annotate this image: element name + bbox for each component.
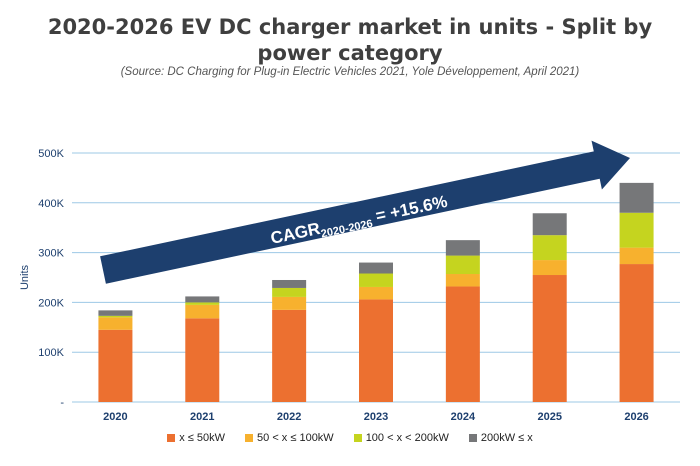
chart-source: (Source: DC Charging for Plug-in Electri… — [120, 66, 580, 78]
legend-swatch — [167, 434, 176, 442]
x-tick-label: 2025 — [537, 411, 561, 423]
bar-segment — [619, 182, 654, 213]
chart-title: 2020-2026 EV DC charger market in units … — [0, 14, 700, 66]
bar-segment — [532, 275, 567, 402]
legend-item: 100 < x < 200kW — [353, 432, 449, 444]
bar-segment — [185, 302, 220, 305]
bar-segment — [272, 279, 307, 288]
bar-segment — [532, 235, 567, 261]
legend-item: x ≤ 50kW — [167, 432, 225, 444]
y-axis-label: Units — [19, 264, 31, 290]
bar-segment — [532, 213, 567, 236]
y-tick-label: - — [60, 397, 64, 409]
bar-segment — [445, 274, 480, 287]
bar-segment — [185, 304, 220, 319]
bar-segment — [272, 309, 307, 402]
legend-swatch — [245, 434, 254, 442]
legend-swatch — [468, 434, 477, 442]
x-tick-label: 2026 — [624, 411, 648, 423]
bar-segment — [272, 287, 307, 297]
bar-segment — [445, 286, 480, 402]
legend-label: 100 < x < 200kW — [365, 432, 449, 444]
bar-segment — [359, 286, 393, 300]
legend-label: 50 < x ≤ 100kW — [257, 432, 334, 444]
y-tick-label: 400K — [38, 198, 64, 210]
y-tick-label: 200K — [38, 297, 64, 309]
bar-segment — [532, 260, 567, 276]
bar-segment — [185, 296, 220, 303]
bar-segment — [619, 212, 654, 248]
legend-label: 200kW ≤ x — [480, 432, 533, 444]
bar-segment — [98, 329, 133, 402]
cagr-arrow — [100, 140, 631, 284]
y-tick-label: 300K — [38, 248, 64, 260]
legend-label: x ≤ 50kW — [179, 432, 226, 444]
y-tick-label: 100K — [38, 347, 64, 359]
bar-segment — [445, 255, 480, 275]
bar-segment — [619, 247, 654, 265]
bar-segment — [359, 273, 393, 287]
legend-item: 50 < x ≤ 100kW — [245, 432, 334, 444]
bar-segment — [98, 317, 133, 330]
bar-segment — [359, 262, 393, 274]
bar-segment — [98, 315, 133, 318]
bar-segment — [359, 299, 393, 402]
x-tick-label: 2020 — [103, 411, 127, 423]
chart-legend: x ≤ 50kW 50 < x ≤ 100kW 100 < x < 200kW 200… — [0, 432, 700, 444]
x-tick-label: 2024 — [451, 411, 476, 423]
x-tick-label: 2021 — [190, 411, 214, 423]
bar-segment — [445, 240, 480, 256]
legend-swatch — [353, 434, 362, 442]
x-tick-label: 2023 — [364, 411, 388, 423]
bar-segment — [619, 264, 654, 402]
bar-segment — [272, 296, 307, 310]
chart-title-line-2: power category — [257, 41, 443, 65]
chart-title-line-1: 2020-2026 EV DC charger market in units … — [47, 15, 653, 39]
bar-segment — [98, 310, 133, 316]
legend-item: 200kW ≤ x — [468, 432, 533, 444]
y-tick-label: 500K — [38, 148, 64, 160]
bar-segment — [185, 318, 220, 402]
x-tick-label: 2022 — [277, 411, 301, 423]
